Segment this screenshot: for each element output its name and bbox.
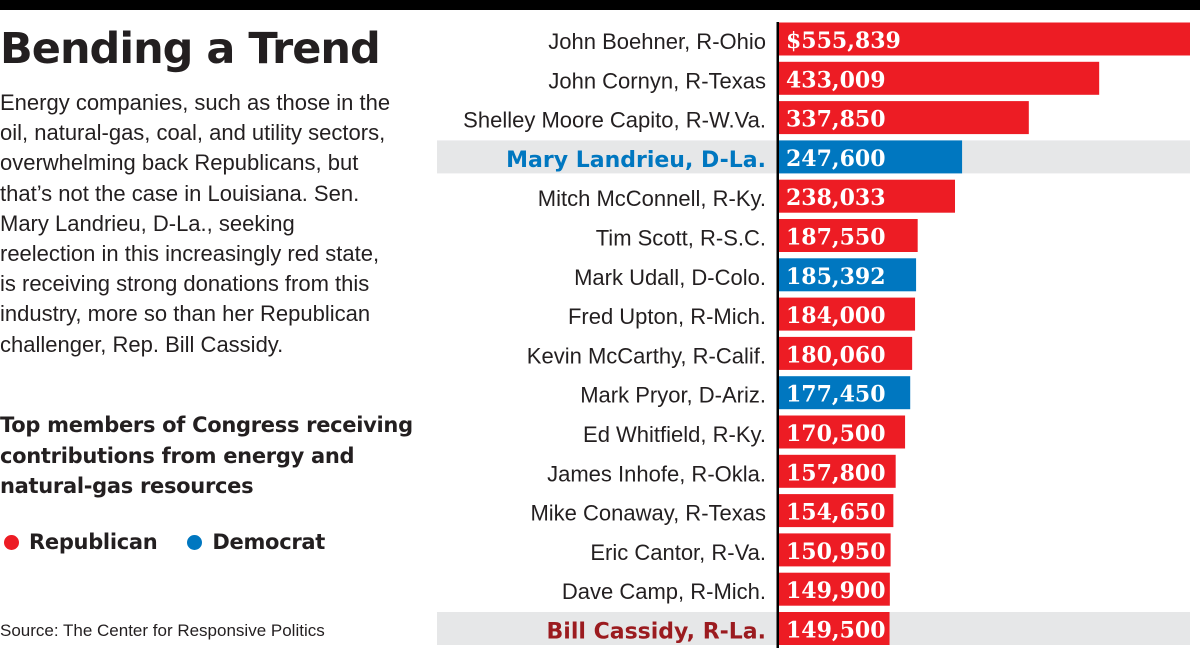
value-label: 337,850 — [786, 107, 886, 133]
value-label: 433,009 — [786, 67, 886, 93]
category-label: Mark Udall, D-Colo. — [574, 265, 766, 290]
value-label: 157,800 — [786, 460, 886, 486]
bar — [779, 258, 917, 292]
category-label: Mark Pryor, D-Ariz. — [580, 383, 766, 408]
value-label: 170,500 — [786, 421, 886, 447]
bar — [779, 376, 911, 410]
bar — [779, 297, 916, 331]
legend-label-republican: Republican — [29, 530, 158, 554]
category-label: Ed Whitfield, R-Ky. — [583, 422, 766, 447]
category-label: John Boehner, R-Ohio — [548, 29, 766, 54]
category-label: Kevin McCarthy, R-Calif. — [527, 343, 766, 368]
value-label: 154,650 — [786, 500, 886, 526]
value-label: 149,900 — [786, 578, 886, 604]
bar — [779, 179, 956, 213]
category-label: Mike Conaway, R-Texas — [530, 501, 766, 526]
bar — [779, 454, 896, 488]
value-label: 150,950 — [786, 539, 886, 565]
value-label: 184,000 — [786, 303, 886, 329]
bar — [779, 140, 963, 174]
value-label: 187,550 — [786, 225, 886, 251]
bar — [779, 572, 890, 606]
legend-item-republican: Republican — [0, 530, 158, 554]
value-label: 238,033 — [786, 185, 886, 211]
chart-description: Energy companies, such as those in the o… — [0, 90, 391, 357]
category-label: Tim Scott, R-S.C. — [596, 226, 766, 251]
category-label: Eric Cantor, R-Va. — [590, 540, 766, 565]
chart-subtitle: Top members of Congress receiving contri… — [0, 413, 413, 498]
value-label: 247,600 — [786, 146, 886, 172]
category-label: Bill Cassidy, R-La. — [547, 620, 766, 645]
top-rule — [0, 0, 1200, 10]
axis-line — [776, 22, 779, 648]
legend-swatch-republican — [4, 534, 19, 550]
category-label: Mitch McConnell, R-Ky. — [538, 186, 766, 211]
chart-title: Bending a Trend — [0, 24, 381, 74]
bar — [779, 494, 894, 528]
legend-label-democrat: Democrat — [212, 530, 326, 554]
value-label: 185,392 — [786, 264, 886, 290]
category-label: Dave Camp, R-Mich. — [562, 579, 766, 604]
category-label: Mary Landrieu, D-La. — [506, 148, 766, 173]
bar — [779, 612, 890, 645]
bar — [779, 22, 1190, 56]
bar — [779, 533, 891, 567]
value-label: 149,500 — [786, 618, 886, 644]
bar — [779, 61, 1100, 95]
value-label: 180,060 — [786, 342, 886, 368]
bar — [779, 415, 906, 449]
bar — [779, 101, 1029, 135]
bar — [779, 219, 918, 252]
legend-swatch-democrat — [187, 534, 203, 550]
category-label: Fred Upton, R-Mich. — [568, 304, 766, 329]
legend-item-democrat: Democrat — [183, 530, 325, 554]
source-note: Source: The Center for Responsive Politi… — [0, 621, 325, 640]
category-label: James Inhofe, R-Okla. — [547, 461, 766, 486]
legend: Republican Democrat — [0, 527, 351, 557]
value-label: 177,450 — [786, 382, 886, 408]
bar — [779, 336, 913, 370]
category-label: John Cornyn, R-Texas — [548, 68, 766, 93]
value-label: $555,839 — [786, 28, 901, 54]
category-label: Shelley Moore Capito, R-W.Va. — [463, 108, 766, 133]
